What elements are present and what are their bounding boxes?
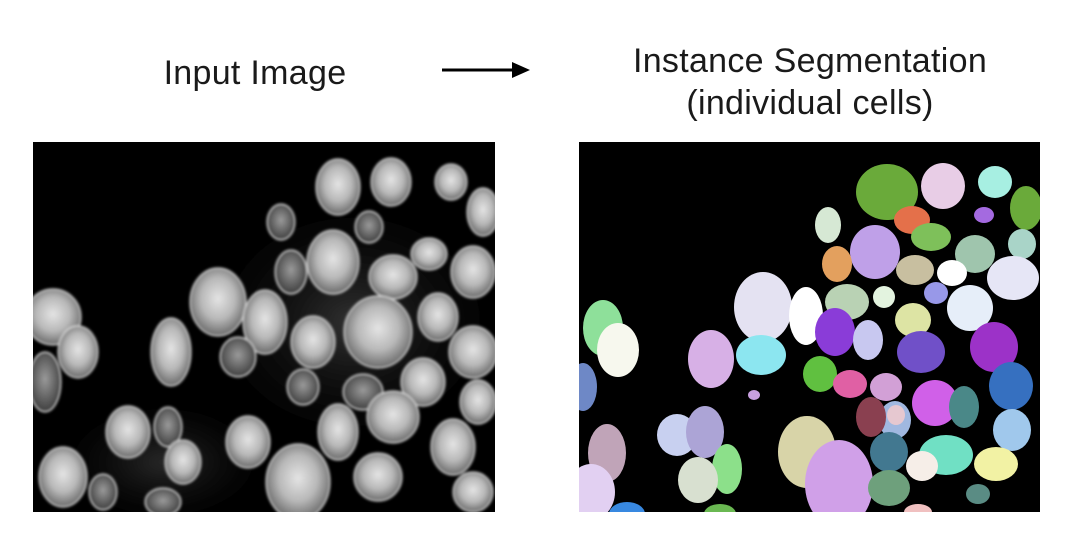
input-image-label: Input Image [163, 54, 347, 92]
instance-segmentation-label: Instance Segmentation (individual cells) [560, 40, 1060, 124]
instance-segmentation-title: Instance Segmentation [632, 42, 988, 80]
instance-segmentation-mask [579, 142, 1040, 512]
instance-segmentation-subtitle: (individual cells) [686, 84, 934, 122]
arrow-right-icon [442, 62, 530, 78]
input-microscopy-image [33, 142, 495, 512]
